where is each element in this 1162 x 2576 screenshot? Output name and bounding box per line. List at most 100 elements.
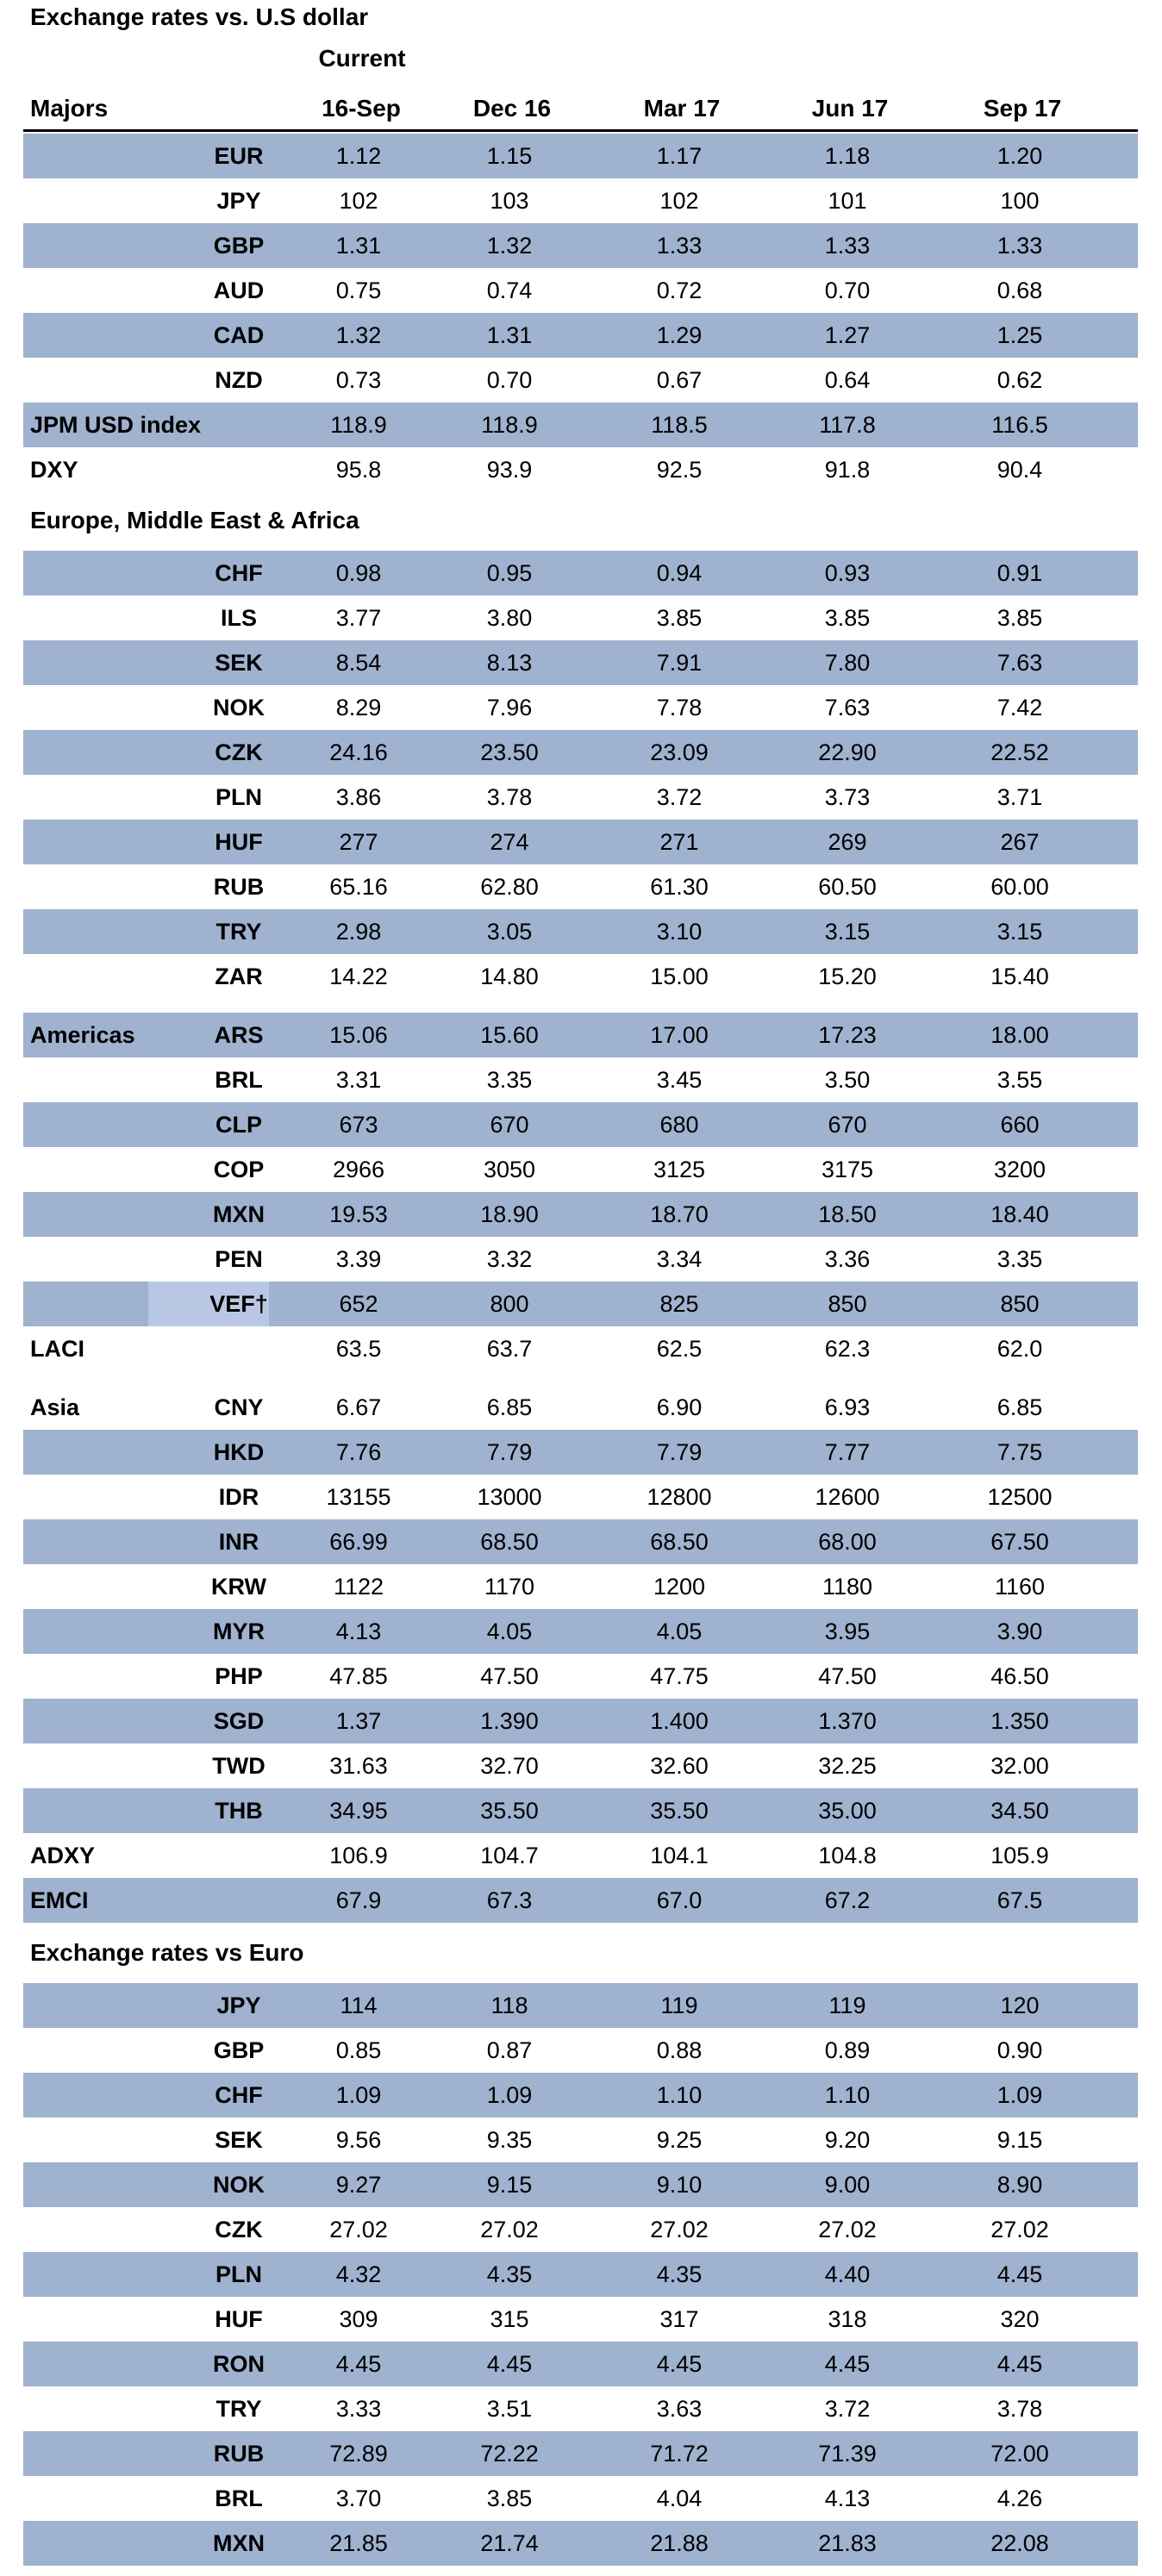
header-rule [23,129,1138,132]
rate-value: 2.98 [335,919,382,945]
currency-code: TWD [212,1753,266,1779]
table-row: AUD 0.75 0.74 0.72 0.70 0.68 [23,268,1138,313]
rate-value: 9.10 [656,2172,703,2198]
table-row: NOK 9.27 9.15 9.10 9.00 8.90 [23,2162,1138,2207]
rate-value: 67.50 [990,1529,1049,1555]
rate-value: 32.25 [818,1753,877,1779]
rate-value: 14.80 [480,964,539,989]
rate-value: 1.31 [486,322,533,348]
table-row: NZD 0.73 0.70 0.67 0.64 0.62 [23,358,1138,402]
rate-value: 1.12 [335,143,382,169]
table-row: CLP 673 670 680 670 660 [23,1102,1138,1147]
currency-code: VEF† [209,1291,268,1317]
rate-value: 7.96 [486,695,533,720]
rate-value: 35.00 [818,1798,877,1824]
rate-value: 1.32 [335,322,382,348]
rate-value: 652 [339,1291,378,1317]
rate-value: 4.26 [996,2486,1043,2511]
rate-value: 93.9 [486,457,533,483]
rate-value: 1.370 [818,1708,877,1734]
rate-value: 21.83 [818,2530,877,2556]
currency-code: BRL [215,1067,263,1093]
rate-value: 277 [339,829,378,855]
table-row: INR 66.99 68.50 68.50 68.00 67.50 [23,1519,1138,1564]
rate-value: 1200 [653,1574,706,1600]
table-row: Asia CNY 6.67 6.85 6.90 6.93 6.85 [23,1385,1138,1430]
table-row: HUF 277 274 271 269 267 [23,820,1138,864]
rate-value: 32.60 [650,1753,709,1779]
rate-value: 3.85 [656,605,703,631]
rate-value: 7.78 [656,695,703,720]
rate-value: 1.32 [486,233,533,259]
rate-value: 0.85 [335,2037,382,2063]
rate-value: 119 [660,1993,698,2018]
col-date-1: Dec 16 [472,95,552,122]
row-label: LACI [30,1336,84,1362]
rate-value: 269 [828,829,867,855]
rate-value: 60.50 [818,874,877,900]
table-row: SGD 1.37 1.390 1.400 1.370 1.350 [23,1699,1138,1743]
rate-value: 46.50 [990,1663,1049,1689]
table-row: HKD 7.76 7.79 7.79 7.77 7.75 [23,1430,1138,1475]
rate-value: 9.27 [335,2172,382,2198]
rate-value: 102 [659,188,699,214]
rate-value: 27.02 [650,2217,709,2242]
table-row: TRY 2.98 3.05 3.10 3.15 3.15 [23,909,1138,954]
rate-value: 1.33 [656,233,703,259]
rate-value: 3.78 [486,784,533,810]
rate-value: 1.33 [824,233,871,259]
table-row: ADXY 106.9 104.7 104.1 104.8 105.9 [23,1833,1138,1878]
rate-value: 65.16 [329,874,388,900]
rate-value: 6.90 [656,1394,703,1420]
currency-code: ZAR [215,964,263,989]
rate-value: 3.85 [824,605,871,631]
currency-code: PLN [216,2261,262,2287]
currency-code: CHF [215,560,263,586]
rate-value: 7.75 [996,1439,1043,1465]
rate-value: 12800 [647,1484,712,1510]
rate-value: 3200 [993,1157,1046,1182]
rate-value: 1.10 [824,2082,871,2108]
currency-code: PEN [215,1246,263,1272]
rate-value: 8.90 [996,2172,1043,2198]
rate-value: 114 [340,1993,378,2018]
rate-value: 67.5 [996,1887,1043,1913]
rate-value: 1.17 [656,143,703,169]
rate-value: 35.50 [650,1798,709,1824]
rate-value: 68.50 [480,1529,539,1555]
rate-value: 315 [490,2306,529,2332]
rate-value: 0.90 [996,2037,1043,2063]
rate-value: 3.90 [996,1619,1043,1644]
table-row: JPM USD index 118.9 118.9 118.5 117.8 116.5 [23,402,1138,447]
rate-value: 1180 [822,1574,873,1600]
rate-value: 61.30 [650,874,709,900]
rate-value: 4.45 [656,2351,703,2377]
rate-value: 317 [659,2306,699,2332]
currency-code: CAD [213,322,265,348]
rate-value: 274 [490,829,529,855]
rate-value: 18.70 [650,1201,709,1227]
rate-value: 15.60 [480,1022,539,1048]
table-row: THB 34.95 35.50 35.50 35.00 34.50 [23,1788,1138,1833]
rate-value: 15.00 [650,964,709,989]
rate-value: 72.22 [480,2441,539,2467]
rate-value: 21.88 [650,2530,709,2556]
currency-code: ILS [220,605,257,631]
rate-value: 6.93 [824,1394,871,1420]
rate-value: 4.04 [656,2486,703,2511]
rate-value: 72.89 [329,2441,388,2467]
currency-code: CHF [215,2082,263,2108]
rate-value: 63.7 [486,1336,533,1362]
table-row: SEK 9.56 9.35 9.25 9.20 9.15 [23,2118,1138,2162]
rate-value: 1.27 [824,322,871,348]
rate-value: 71.72 [650,2441,709,2467]
rate-value: 4.35 [656,2261,703,2287]
currency-code: PLN [216,784,262,810]
rate-value: 0.94 [656,560,703,586]
rate-value: 1122 [333,1574,384,1600]
rate-value: 3.32 [486,1246,533,1272]
rate-value: 6.85 [996,1394,1043,1420]
majors-label: Majors [30,95,109,122]
rate-value: 31.63 [329,1753,388,1779]
